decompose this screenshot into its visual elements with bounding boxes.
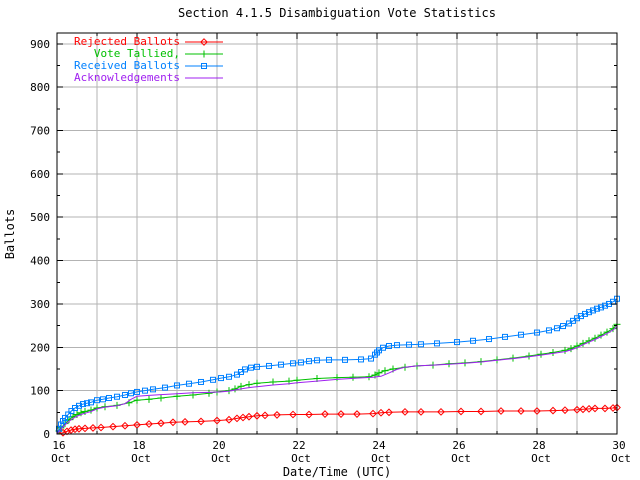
- svg-text:200: 200: [30, 341, 50, 354]
- svg-text:Oct: Oct: [611, 452, 631, 465]
- svg-text:700: 700: [30, 125, 50, 138]
- svg-text:20: 20: [212, 439, 225, 452]
- svg-text:Oct: Oct: [371, 452, 391, 465]
- chart-title: Section 4.1.5 Disambiguation Vote Statis…: [178, 6, 496, 20]
- legend-label-vote-tallied: Vote Tallied,: [93, 47, 180, 60]
- svg-text:Oct: Oct: [131, 452, 151, 465]
- legend-item-rejected-ballots: Rejected Ballots: [57, 36, 225, 48]
- svg-text:26: 26: [452, 439, 465, 452]
- svg-text:24: 24: [372, 439, 386, 452]
- y-axis-title: Ballots: [3, 208, 17, 260]
- svg-text:Oct: Oct: [291, 452, 311, 465]
- svg-text:16: 16: [52, 439, 65, 452]
- plus-marker-icon: [185, 50, 223, 58]
- svg-text:18: 18: [132, 439, 145, 452]
- svg-text:28: 28: [532, 439, 545, 452]
- svg-text:30: 30: [612, 439, 625, 452]
- legend: Rejected Ballots Vote Tallied, Received …: [57, 36, 225, 84]
- square-marker-icon: [185, 63, 223, 69]
- legend-item-acknowledgements: Acknowledgements: [57, 72, 225, 84]
- svg-text:Oct: Oct: [51, 452, 71, 465]
- svg-text:900: 900: [30, 38, 50, 51]
- legend-item-vote-tallied: Vote Tallied,: [57, 48, 225, 60]
- svg-text:400: 400: [30, 255, 50, 268]
- svg-text:800: 800: [30, 81, 50, 94]
- svg-text:100: 100: [30, 385, 50, 398]
- legend-label-received-ballots: Received Ballots: [74, 59, 180, 72]
- svg-text:300: 300: [30, 298, 50, 311]
- line-sample-icon: [185, 77, 223, 79]
- svg-text:Oct: Oct: [451, 452, 471, 465]
- svg-text:0: 0: [43, 428, 50, 441]
- svg-text:22: 22: [292, 439, 305, 452]
- legend-label-rejected-ballots: Rejected Ballots: [74, 35, 180, 48]
- diamond-marker-icon: [185, 38, 223, 46]
- svg-text:Oct: Oct: [211, 452, 231, 465]
- svg-text:Oct: Oct: [531, 452, 551, 465]
- legend-label-acknowledgements: Acknowledgements: [74, 71, 180, 84]
- svg-text:600: 600: [30, 168, 50, 181]
- svg-text:500: 500: [30, 211, 50, 224]
- legend-item-received-ballots: Received Ballots: [57, 60, 225, 72]
- x-axis-title: Date/Time (UTC): [282, 465, 392, 479]
